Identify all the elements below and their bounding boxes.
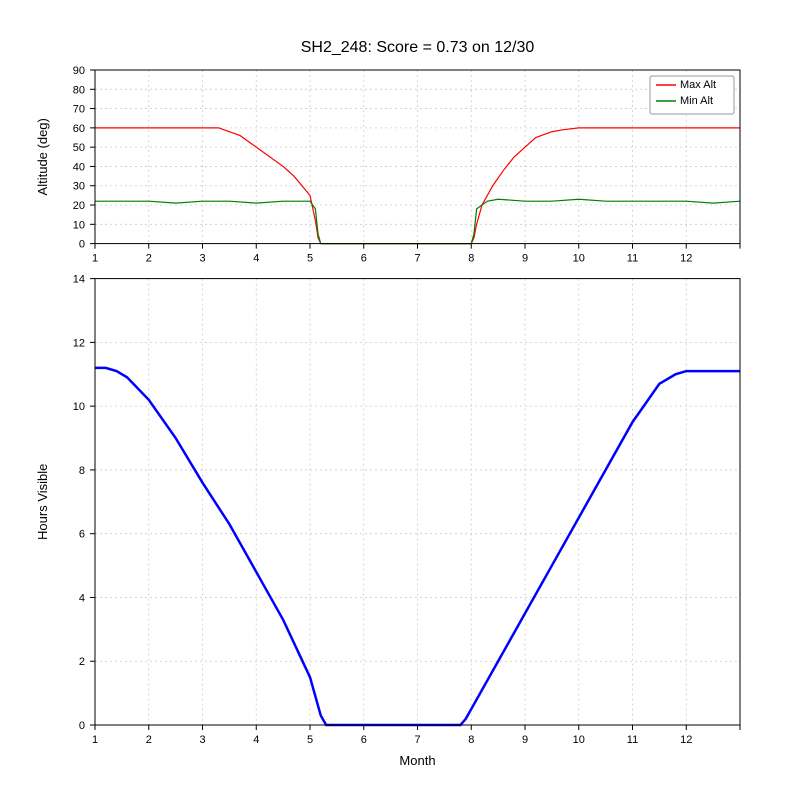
x-tick-label: 3 (199, 734, 205, 746)
x-tick-label: 7 (414, 734, 420, 746)
chart-svg: SH2_248: Score = 0.73 on 12/301234567891… (0, 0, 800, 800)
y-tick-label: 10 (73, 219, 85, 231)
y-tick-label: 0 (79, 239, 85, 251)
chart-container: SH2_248: Score = 0.73 on 12/301234567891… (0, 0, 800, 800)
chart-title: SH2_248: Score = 0.73 on 12/30 (301, 39, 535, 56)
y-tick-label: 14 (73, 274, 85, 286)
x-tick-label: 4 (253, 734, 259, 746)
x-tick-label: 9 (522, 253, 528, 265)
y-tick-label: 10 (73, 401, 85, 413)
y-tick-label: 70 (73, 104, 85, 116)
y-tick-label: 90 (73, 65, 85, 77)
y-tick-label: 12 (73, 337, 85, 349)
x-tick-label: 1 (92, 253, 98, 265)
y-tick-label: 80 (73, 84, 85, 96)
y-axis-label: Hours Visible (35, 464, 50, 540)
x-tick-label: 11 (627, 253, 638, 265)
x-tick-label: 12 (680, 253, 692, 265)
legend-label: Min Alt (680, 95, 713, 107)
x-tick-label: 2 (146, 734, 152, 746)
y-tick-label: 0 (79, 720, 85, 732)
x-tick-label: 7 (414, 253, 420, 265)
x-axis-label: Month (399, 753, 435, 768)
x-tick-label: 2 (146, 253, 152, 265)
x-tick-label: 1 (92, 734, 98, 746)
x-tick-label: 10 (573, 734, 585, 746)
x-tick-label: 6 (361, 253, 367, 265)
y-axis-label: Altitude (deg) (35, 118, 50, 195)
y-tick-label: 50 (73, 142, 85, 154)
y-tick-label: 8 (79, 465, 85, 477)
x-tick-label: 10 (573, 253, 585, 265)
y-tick-label: 20 (73, 200, 85, 212)
y-tick-label: 30 (73, 181, 85, 193)
x-tick-label: 12 (680, 734, 692, 746)
x-tick-label: 8 (468, 734, 474, 746)
y-tick-label: 40 (73, 161, 85, 173)
y-tick-label: 4 (79, 592, 85, 604)
x-tick-label: 8 (468, 253, 474, 265)
y-tick-label: 2 (79, 656, 85, 668)
y-tick-label: 6 (79, 529, 85, 541)
legend-label: Max Alt (680, 79, 716, 91)
x-tick-label: 5 (307, 734, 313, 746)
y-tick-label: 60 (73, 123, 85, 135)
x-tick-label: 5 (307, 253, 313, 265)
x-tick-label: 3 (199, 253, 205, 265)
x-tick-label: 9 (522, 734, 528, 746)
x-tick-label: 11 (627, 734, 638, 746)
x-tick-label: 4 (253, 253, 259, 265)
x-tick-label: 6 (361, 734, 367, 746)
